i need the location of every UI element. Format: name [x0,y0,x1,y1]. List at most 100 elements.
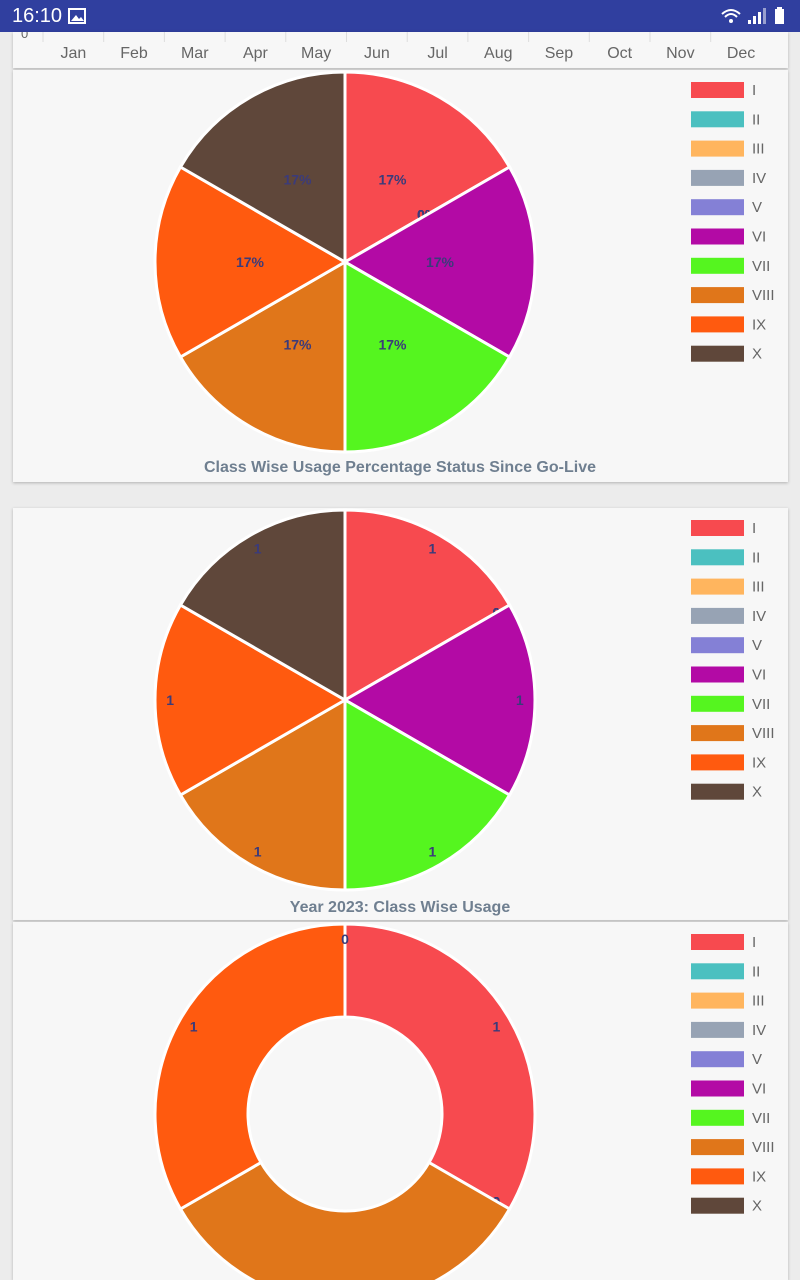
legend-label-x[interactable]: X [752,346,762,363]
slice-x[interactable] [178,508,347,703]
month-label-nov: Nov [666,45,694,62]
pie-card-2: 1000011111IIIIIIIVVVIVIIVIIIIXXYear 2023… [13,508,788,920]
legend-swatch-x[interactable] [691,783,744,800]
legend-swatch-viii[interactable] [691,287,744,304]
legend-swatch-vi[interactable] [691,666,744,683]
slice-vii[interactable] [343,697,512,892]
data-label-vi: 1 [516,692,524,708]
pie-card-1: 17%0%0%0%0%17%17%17%17%17%IIIIIIIVVVIVII… [13,70,788,482]
legend-swatch-iii[interactable] [691,578,744,595]
month-label-jan: Jan [60,45,86,62]
legend-label-i[interactable]: I [752,82,756,99]
data-label-i: 17% [378,172,407,188]
legend-swatch-iii[interactable] [691,140,744,157]
legend-label-i[interactable]: I [752,520,756,537]
legend-label-ix[interactable]: IX [752,1168,766,1185]
class-wise-usage-2023-pie: 1000011111IIIIIIIVVVIVIIVIIIIXXYear 2023… [153,508,775,916]
month-label-jul: Jul [427,45,447,62]
legend-swatch-x[interactable] [691,345,744,362]
slice-vi[interactable] [341,602,537,798]
legend-label-viii[interactable]: VIII [752,287,775,304]
legend-swatch-ii[interactable] [691,111,744,128]
legend-label-vi[interactable]: VI [752,667,766,684]
data-label-ix: 17% [236,254,265,270]
slice-x[interactable] [178,70,347,265]
data-label-vi: 17% [426,254,455,270]
data-label-viii: 17% [283,336,312,352]
legend-swatch-ii[interactable] [691,963,744,980]
legend-label-viii[interactable]: VIII [752,725,775,742]
legend-label-vi[interactable]: VI [752,229,766,246]
legend-label-iii[interactable]: III [752,993,765,1010]
legend-label-i[interactable]: I [752,934,756,951]
data-label-x: 17% [283,172,312,188]
legend-label-v[interactable]: V [752,199,762,216]
legend-label-v[interactable]: V [752,1051,762,1068]
legend-swatch-v[interactable] [691,637,744,654]
legend-label-ix[interactable]: IX [752,316,766,333]
slice-viii[interactable] [178,697,347,892]
slice-viii[interactable] [178,1160,512,1280]
legend-label-ii[interactable]: II [752,111,760,128]
status-time: 16:10 [12,5,63,27]
slice-vii[interactable] [343,259,512,454]
chart-title: Class Wise Usage Percentage Status Since… [204,459,596,476]
slice-ix[interactable] [153,602,349,798]
legend-swatch-vii[interactable] [691,1109,744,1126]
legend-swatch-i[interactable] [691,520,744,536]
legend-swatch-viii[interactable] [691,725,744,742]
slice-i[interactable] [343,508,512,703]
slice-vi[interactable] [341,164,537,360]
legend-swatch-iv[interactable] [691,169,744,186]
legend-label-iii[interactable]: III [752,141,765,158]
legend-swatch-vi[interactable] [691,228,744,245]
legend-swatch-ix[interactable] [691,1168,744,1185]
legend-label-vii[interactable]: VII [752,258,770,275]
chart-title: Year 2023: Class Wise Usage [290,899,511,916]
slice-viii[interactable] [178,259,347,454]
slice-i[interactable] [343,922,537,1212]
month-label-feb: Feb [120,45,148,62]
month-axis: 0 Jan Feb Mar Apr May Jun Jul Aug Sep Oct Nov Dec [21,32,755,62]
slice-ix[interactable] [153,922,347,1212]
legend-swatch-viii[interactable] [691,1139,744,1156]
legend-label-x[interactable]: X [752,1198,762,1215]
data-label-x: 1 [254,541,262,557]
legend-label-vii[interactable]: VII [752,696,770,713]
legend-swatch-iv[interactable] [691,607,744,624]
data-label-i: 1 [492,1019,500,1035]
legend-swatch-v[interactable] [691,1051,744,1068]
legend-label-iv[interactable]: IV [752,1022,766,1039]
legend-label-vii[interactable]: VII [752,1110,770,1127]
legend-label-iv[interactable]: IV [752,170,766,187]
class-wise-percentage-pie: 17%0%0%0%0%17%17%17%17%17%IIIIIIIVVVIVII… [153,70,775,476]
legend-swatch-ii[interactable] [691,549,744,566]
legend-label-ii[interactable]: II [752,549,760,566]
legend-swatch-ix[interactable] [691,754,744,771]
legend-label-ii[interactable]: II [752,963,760,980]
legend-label-viii[interactable]: VIII [752,1139,775,1156]
legend-swatch-x[interactable] [691,1197,744,1214]
legend-label-ix[interactable]: IX [752,754,766,771]
legend-swatch-vii[interactable] [691,257,744,274]
legend-swatch-i[interactable] [691,934,744,950]
legend-swatch-iii[interactable] [691,992,744,1009]
legend-swatch-ix[interactable] [691,316,744,333]
data-label-i: 1 [429,541,437,557]
legend-label-v[interactable]: V [752,637,762,654]
slice-ix[interactable] [153,164,349,360]
legend-swatch-v[interactable] [691,199,744,216]
legend-label-iii[interactable]: III [752,579,765,596]
status-icons [721,7,784,24]
legend-swatch-i[interactable] [691,82,744,98]
month-label-may: May [301,45,331,62]
month-label-mar: Mar [181,45,209,62]
legend-swatch-vii[interactable] [691,695,744,712]
legend-swatch-iv[interactable] [691,1021,744,1038]
legend-swatch-vi[interactable] [691,1080,744,1097]
legend-label-iv[interactable]: IV [752,608,766,625]
slice-i[interactable] [343,70,512,265]
data-label-ix: 1 [190,1019,198,1035]
legend-label-x[interactable]: X [752,784,762,801]
legend-label-vi[interactable]: VI [752,1081,766,1098]
